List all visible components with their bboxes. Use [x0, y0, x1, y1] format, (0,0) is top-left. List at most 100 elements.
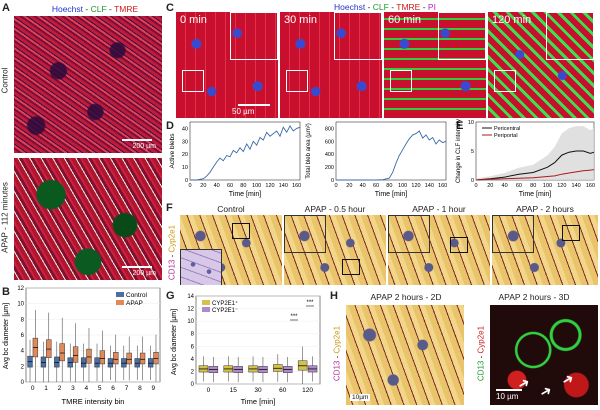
y-tick-label: 0: [331, 178, 334, 184]
zoom-region-box: [562, 225, 580, 241]
box-apap: [72, 346, 79, 363]
box-apap: [86, 348, 92, 364]
panel-label-e: E: [456, 120, 464, 132]
x-tick-label: 80: [240, 183, 246, 189]
y-tick-label: 10: [17, 302, 24, 308]
scale-bar-label: 50 µm: [232, 107, 255, 116]
apap-tissue-image: 200 µm: [14, 158, 162, 280]
y-tick-label: 30: [182, 139, 188, 145]
y-tick-label: 40: [182, 126, 188, 132]
y-tick-label: 20: [182, 152, 188, 158]
x-tick-label: 80: [530, 183, 536, 189]
panel-label-a: A: [2, 2, 10, 14]
y-tick-label: 5: [471, 149, 474, 155]
x-tick-label: 160: [438, 183, 447, 189]
panel-d-right-chart: 0 200 400 600 800 0 20 40 60 80 100 120 140 160 Time…: [306, 121, 447, 198]
active-blebs-line: [190, 125, 301, 181]
label-cd13: CD13: [476, 360, 486, 382]
control-tissue-image: 200 µm: [14, 16, 162, 153]
x-tick-label: 60: [373, 183, 379, 189]
panel-c-title: Hoechst - CLF - TMRE - PI: [175, 2, 595, 12]
y-tick-label: 0: [471, 178, 474, 184]
h-right-side-label: CD13 - Cyp2e1: [474, 305, 488, 405]
arrow-icon: ➜: [536, 381, 555, 401]
box-control: [94, 357, 100, 368]
x-tick-label: 100: [543, 183, 552, 189]
y-tick-label: 0: [21, 380, 25, 386]
x-tick-label: 120: [265, 183, 274, 189]
legend-label-periportal: Periportal: [494, 133, 518, 139]
title-sep: -: [388, 2, 397, 12]
title-sep: -: [365, 2, 373, 12]
y-tick-label: 6: [191, 344, 195, 350]
y-tick-label: 600: [325, 139, 334, 145]
x-tick-label: 140: [425, 183, 434, 189]
x-tick-label: 100: [398, 183, 407, 189]
ihc-image-2h: [492, 215, 598, 285]
x-tick-label: 20: [487, 183, 493, 189]
y-tick-label: 8: [191, 332, 195, 338]
zoom-inset: [492, 215, 534, 253]
zoom-region-box: [450, 237, 468, 253]
bleb-area-line: [336, 130, 447, 181]
x-axis-label: Time [min]: [241, 397, 276, 406]
h-left-title: APAP 2 hours - 2D: [370, 292, 442, 302]
ihc-image-1h: [388, 215, 490, 285]
panel-label-g: G: [166, 290, 175, 302]
legend-swatch-control: [116, 292, 124, 297]
y-axis-label: Change in CLF intensity: [456, 119, 462, 183]
label-cd13: CD13: [167, 259, 177, 281]
time-label: 120 min: [492, 14, 532, 26]
periportal-line: [475, 169, 595, 181]
control-side-label: Control: [0, 67, 10, 94]
x-tick-label: 140: [279, 183, 288, 189]
box-apap: [99, 350, 106, 365]
x-tick-labels: 0 15 30 60 120: [207, 387, 314, 394]
time-label: 0 min: [180, 14, 207, 26]
panel-label-d: D: [166, 120, 174, 132]
scale-bar-label: 10 µm: [496, 392, 519, 401]
x-tick-label: 4: [84, 385, 88, 392]
x-axis-label: Time [min]: [229, 191, 261, 198]
panel-label-h: H: [330, 290, 338, 302]
x-tick-label: 80: [386, 183, 392, 189]
y-tick-label: 800: [325, 126, 334, 132]
x-tick-label: 60: [279, 387, 287, 394]
y-tick-label: 10: [182, 165, 188, 171]
y-axis-label: Active blebs: [169, 133, 176, 169]
x-tick-label: 40: [360, 183, 366, 189]
x-tick-label: 0: [207, 387, 211, 394]
x-tick-label: 1: [44, 385, 48, 392]
y-tick-labels: 0 200 400 600 800: [325, 126, 334, 184]
y-tick-label: 12: [17, 286, 24, 292]
x-tick-label: 9: [151, 385, 155, 392]
x-tick-label: 120: [557, 183, 566, 189]
column-header: Control: [217, 204, 245, 214]
x-tick-label: 0: [188, 183, 191, 189]
label-cyp2e1: Cyp2e1: [476, 325, 486, 354]
y-tick-label: 12: [187, 307, 194, 313]
zoom-region-box: [286, 70, 308, 92]
zoom-inset: [334, 12, 382, 60]
y-axis-label: Avg bc diameter [µm]: [171, 309, 178, 375]
title-part-hoechst: Hoechst: [334, 2, 366, 12]
x-tick-label: 15: [230, 387, 238, 394]
x-tick-label: 20: [346, 183, 352, 189]
x-tick-label: 0: [474, 183, 477, 189]
zoom-inset: [546, 12, 594, 60]
timelapse-frame-0: 0 min: [176, 12, 278, 118]
x-tick-label: 0: [31, 385, 35, 392]
title-part-hoechst: Hoechst: [51, 4, 84, 14]
x-tick-labels: 0 20 40 60 80 100 120 140 160: [474, 183, 595, 189]
zoom-inset: [388, 215, 430, 253]
box-control: [80, 357, 87, 368]
x-tick-label: 40: [214, 183, 220, 189]
x-tick-label: 5: [98, 385, 102, 392]
y-tick-label: 4: [191, 357, 195, 363]
ihc-image-control: [180, 215, 282, 285]
zoom-region-box: [342, 259, 360, 275]
y-tick-label: 10: [468, 120, 474, 126]
label-cyp2e1: Cyp2e1: [332, 325, 342, 354]
y-axis-label: Avg bc diameter [µm]: [3, 303, 10, 369]
